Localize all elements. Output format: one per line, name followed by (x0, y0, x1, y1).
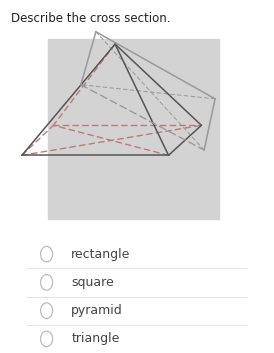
Text: rectangle: rectangle (71, 248, 131, 261)
Text: square: square (71, 276, 114, 289)
Polygon shape (48, 39, 219, 219)
Text: Describe the cross section.: Describe the cross section. (11, 12, 170, 25)
Text: pyramid: pyramid (71, 304, 123, 317)
Text: triangle: triangle (71, 333, 120, 345)
